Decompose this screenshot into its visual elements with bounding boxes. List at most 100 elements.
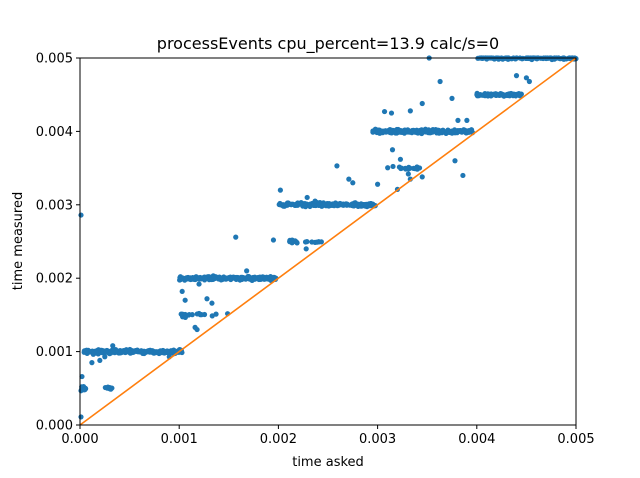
scatter-point xyxy=(493,91,499,97)
scatter-point xyxy=(102,384,108,391)
scatter-point xyxy=(377,130,383,136)
y-tick-label: 0.005 xyxy=(36,52,73,67)
scatter-point xyxy=(194,326,200,333)
scatter-point xyxy=(246,273,252,280)
scatter-point xyxy=(164,348,170,354)
scatter-point xyxy=(449,95,455,101)
scatter-point xyxy=(209,313,215,319)
scatter-point xyxy=(178,311,184,317)
scatter-point xyxy=(413,165,419,172)
scatter-point xyxy=(182,297,188,303)
scatter-point xyxy=(117,350,124,356)
scatter-point xyxy=(452,158,458,164)
scatter-point xyxy=(513,73,520,79)
scatter-point xyxy=(460,172,466,179)
scatter-point xyxy=(358,203,364,209)
scatter-point xyxy=(304,194,310,201)
scatter-point xyxy=(314,239,320,245)
scatter-point xyxy=(292,202,298,209)
scatter-point xyxy=(439,128,445,134)
scatter-point xyxy=(504,92,510,98)
scatter-point xyxy=(516,90,522,97)
scatter-point xyxy=(312,198,318,204)
x-tick-label: 0.002 xyxy=(260,432,297,447)
x-tick-label: 0.004 xyxy=(458,432,495,447)
plot-frame xyxy=(79,57,577,426)
scatter-point xyxy=(389,147,396,153)
scatter-point xyxy=(406,164,412,170)
y-tick-label: 0.001 xyxy=(36,345,73,360)
scatter-point xyxy=(326,203,332,209)
x-tick-label: 0.005 xyxy=(557,432,594,447)
y-tick-label: 0.003 xyxy=(36,198,73,213)
scatter-point xyxy=(293,239,299,245)
scatter-point xyxy=(179,288,185,295)
scatter-point xyxy=(398,165,404,172)
scatter-point xyxy=(204,296,210,302)
scatter-point xyxy=(407,108,413,114)
scatter-point xyxy=(201,275,208,281)
scatter-point xyxy=(397,156,404,162)
scatter-point xyxy=(83,348,89,354)
scatter-point xyxy=(375,181,381,187)
scatter-point xyxy=(196,281,202,287)
scatter-point xyxy=(410,129,416,135)
scatter-point xyxy=(390,163,396,170)
x-axis-label: time asked xyxy=(292,455,364,470)
scatter-point xyxy=(419,100,425,107)
scatter-point xyxy=(145,348,151,354)
scatter-point xyxy=(127,350,133,356)
scatter-point xyxy=(523,75,530,81)
scatter-point xyxy=(318,239,324,245)
scatter-point xyxy=(97,357,103,364)
scatter-point xyxy=(238,275,244,281)
scatter-point xyxy=(252,276,258,282)
scatter-point xyxy=(196,310,202,317)
scatter-point xyxy=(256,275,263,281)
scatter-point xyxy=(82,387,88,393)
scatter-points xyxy=(78,55,579,420)
scatter-point xyxy=(385,165,391,171)
chart-title: processEvents cpu_percent=13.9 calc/s=0 xyxy=(157,34,499,54)
scatter-point xyxy=(102,354,108,360)
scatter-point xyxy=(346,176,352,182)
scatter-point xyxy=(177,274,184,280)
scatter-point xyxy=(449,130,455,136)
scatter-point xyxy=(169,349,175,355)
scatter-point xyxy=(277,187,283,193)
scatter-point xyxy=(405,171,411,177)
scatter-point xyxy=(388,110,395,116)
scatter-point xyxy=(303,246,309,252)
scatter-point xyxy=(340,202,346,208)
scatter-point xyxy=(350,180,356,186)
y-tick-label: 0.002 xyxy=(36,272,73,287)
scatter-point xyxy=(437,78,443,85)
scatter-point xyxy=(79,373,85,380)
scatter-point xyxy=(233,234,239,240)
y-tick-label: 0.000 xyxy=(36,419,73,434)
scatter-point xyxy=(106,386,113,392)
scatter-point xyxy=(307,203,313,210)
scatter-point xyxy=(302,239,309,245)
scatter-point xyxy=(108,350,114,356)
scatter-point xyxy=(351,203,357,209)
scatter-point xyxy=(281,203,287,209)
scatter-point xyxy=(424,128,430,135)
scatter-point xyxy=(332,201,338,207)
scatter-point xyxy=(209,276,215,283)
scatter-point xyxy=(217,274,223,281)
scatter-point xyxy=(406,129,412,135)
scatter-point xyxy=(483,92,489,99)
scatter-point xyxy=(526,78,532,85)
scatter-point xyxy=(209,300,215,306)
scatter-point xyxy=(464,129,471,135)
scatter-point xyxy=(271,274,277,280)
scatter-point xyxy=(183,275,189,281)
scatter-point xyxy=(363,202,370,208)
scatter-point xyxy=(91,350,97,356)
y-axis-label: time measured xyxy=(11,192,26,290)
scatter-point xyxy=(381,108,388,115)
scatter-point xyxy=(227,276,233,282)
